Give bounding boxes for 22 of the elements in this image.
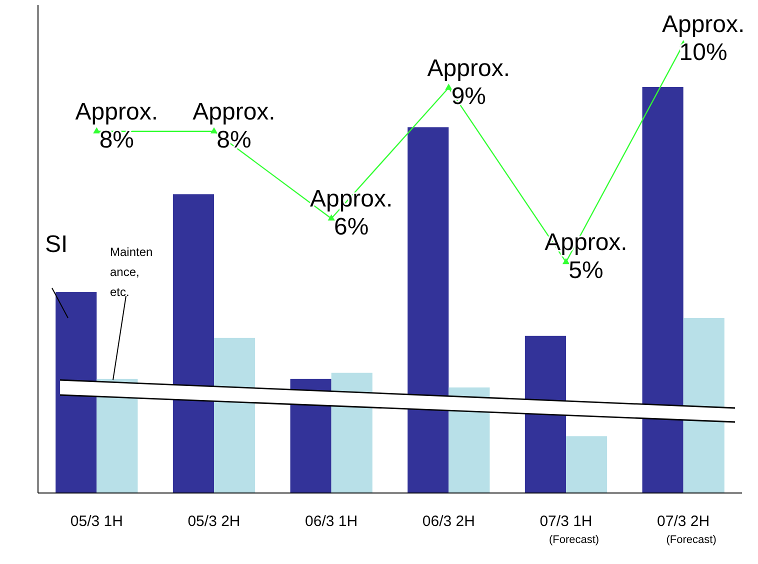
bar — [683, 318, 724, 493]
bar — [56, 292, 97, 493]
x-tick-label: 05/3 1H — [70, 513, 123, 530]
x-tick-label: 05/3 2H — [188, 513, 240, 530]
data-label: Approx. 9% — [427, 54, 510, 110]
point — [328, 214, 335, 221]
data-label: Approx. 8% — [75, 98, 158, 154]
series-label: SI — [45, 231, 68, 258]
x-tick-label: 06/3 1H — [305, 513, 358, 530]
bar — [172, 194, 214, 493]
bar — [408, 127, 449, 493]
point — [445, 84, 452, 90]
bar — [566, 436, 608, 493]
point — [562, 258, 570, 264]
x-tick-label: 07/3 2H (Forecast) — [657, 513, 716, 546]
x-tick-label: 07/3 1H (Forecast) — [540, 513, 600, 546]
x-tick-label: 06/3 2H — [422, 513, 475, 530]
text: Maintenance, etc. — [110, 245, 153, 299]
point — [93, 127, 100, 134]
point — [210, 127, 218, 134]
bar — [642, 87, 684, 493]
data-label: Approx. 10% — [662, 11, 745, 66]
